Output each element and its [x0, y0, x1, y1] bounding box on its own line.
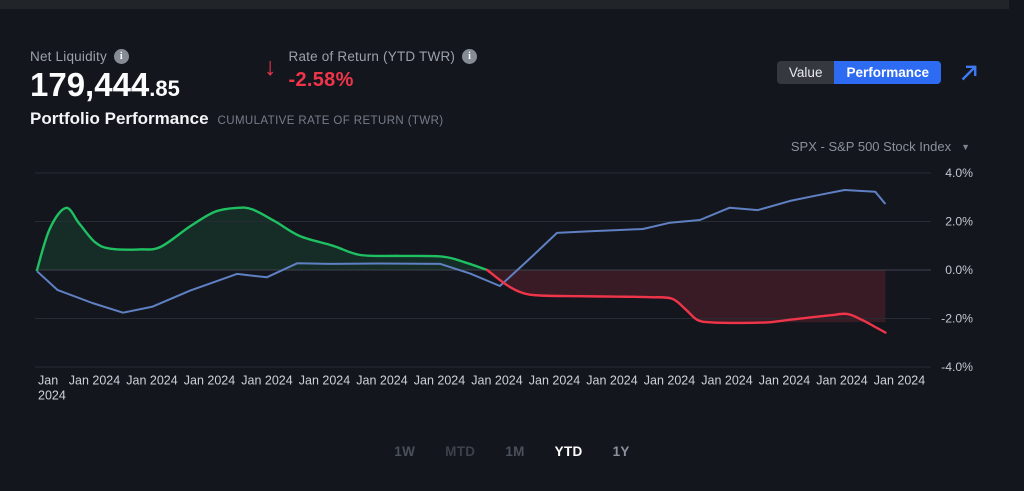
- range-1y-button[interactable]: 1Y: [612, 444, 630, 459]
- info-icon[interactable]: i: [113, 49, 129, 64]
- y-tick-label: 4.0%: [945, 166, 973, 180]
- rate-of-return-stat: ↓ Rate of Return (YTD TWR) i -2.58%: [264, 49, 478, 92]
- value-toggle-button[interactable]: Value: [776, 61, 835, 84]
- x-tick-label: Jan 2024: [529, 374, 580, 388]
- range-ytd-button[interactable]: YTD: [554, 444, 583, 459]
- info-icon[interactable]: i: [462, 49, 478, 64]
- portfolio-line-positive: [35, 206, 489, 272]
- page-subtitle: CUMULATIVE RATE OF RETURN (TWR): [217, 115, 444, 127]
- x-tick-label: 2024: [38, 389, 66, 403]
- top-bar: [0, 0, 1009, 9]
- performance-toggle-button[interactable]: Performance: [834, 61, 941, 84]
- x-tick-label: Jan 2024: [816, 374, 867, 388]
- rate-of-return-value: -2.58%: [288, 69, 354, 91]
- range-mtd-button[interactable]: MTD: [445, 444, 476, 459]
- x-tick-label: Jan 2024: [586, 374, 637, 388]
- net-liquidity-value-fraction: .85: [149, 76, 180, 101]
- arrow-down-icon: ↓: [264, 53, 277, 81]
- net-liquidity-value-main: 179,444: [30, 66, 150, 103]
- x-tick-label: Jan 2024: [69, 374, 120, 388]
- net-liquidity-value: 179,444.85: [30, 68, 180, 101]
- benchmark-line: [36, 189, 887, 314]
- x-tick-label: Jan: [38, 374, 58, 388]
- net-liquidity-label: Net Liquidity: [30, 49, 107, 64]
- x-tick-label: Jan 2024: [759, 374, 810, 388]
- x-tick-label: Jan 2024: [701, 374, 752, 388]
- x-tick-label: Jan 2024: [241, 374, 292, 388]
- x-tick-label: Jan 2024: [356, 374, 407, 388]
- range-1m-button[interactable]: 1M: [505, 444, 525, 459]
- x-tick-label: Jan 2024: [414, 374, 465, 388]
- negative-area-fill: [487, 270, 886, 323]
- net-liquidity-stat: Net Liquidity i 179,444.85: [30, 49, 180, 101]
- benchmark-label: SPX - S&P 500 Stock Index: [790, 139, 952, 154]
- x-tick-label: Jan 2024: [126, 374, 177, 388]
- time-range-selector: 1W MTD 1M YTD 1Y: [0, 444, 1024, 459]
- y-tick-label: -2.0%: [941, 312, 973, 326]
- chart-title-row: Portfolio Performance CUMULATIVE RATE OF…: [30, 109, 444, 129]
- rate-of-return-label: Rate of Return (YTD TWR): [288, 49, 456, 64]
- x-tick-label: Jan 2024: [644, 374, 695, 388]
- page-title: Portfolio Performance: [30, 109, 209, 128]
- y-tick-label: 2.0%: [945, 215, 973, 229]
- benchmark-selector[interactable]: SPX - S&P 500 Stock Index ▼: [791, 139, 970, 154]
- y-tick-label: 0.0%: [945, 263, 973, 277]
- x-tick-label: Jan 2024: [299, 374, 350, 388]
- y-tick-label: -4.0%: [941, 360, 973, 374]
- portfolio-line-negative: [486, 268, 887, 334]
- range-1w-button[interactable]: 1W: [394, 444, 416, 459]
- x-tick-label: Jan 2024: [184, 374, 235, 388]
- positive-area-fill: [37, 207, 488, 270]
- x-tick-label: Jan 2024: [471, 374, 522, 388]
- expand-arrow-icon[interactable]: [958, 62, 980, 84]
- view-toggle: Value Performance: [776, 61, 941, 84]
- caret-down-icon: ▼: [961, 141, 970, 152]
- x-tick-label: Jan 2024: [874, 374, 925, 388]
